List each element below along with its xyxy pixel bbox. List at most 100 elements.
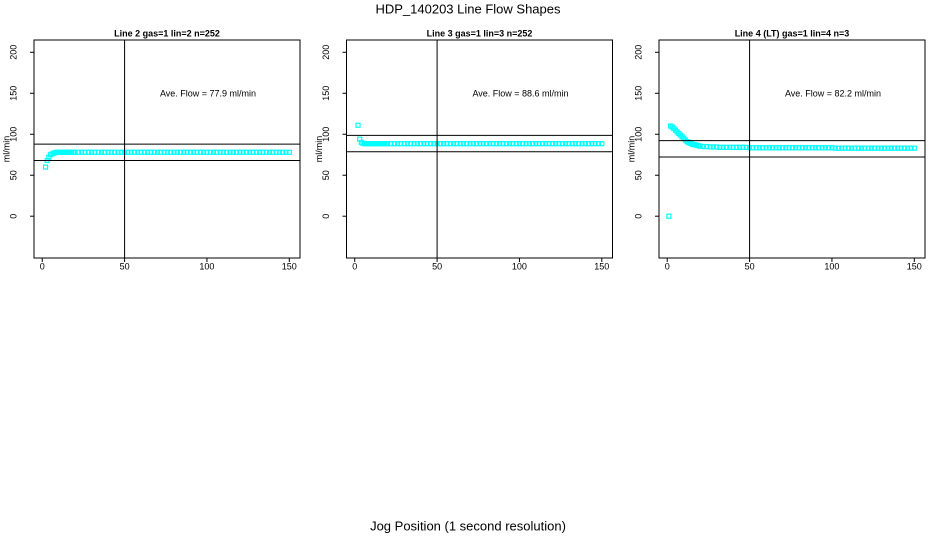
point bbox=[539, 141, 546, 147]
point bbox=[553, 141, 559, 147]
point bbox=[723, 144, 730, 150]
point bbox=[516, 141, 523, 147]
point bbox=[398, 141, 404, 147]
point bbox=[740, 144, 746, 150]
point bbox=[283, 149, 289, 155]
point bbox=[138, 149, 144, 155]
point bbox=[743, 144, 749, 150]
point bbox=[470, 141, 476, 147]
point bbox=[388, 141, 394, 147]
x-tick-label: 150 bbox=[282, 261, 297, 271]
point bbox=[273, 149, 279, 155]
point bbox=[533, 141, 539, 147]
point bbox=[763, 145, 769, 151]
point bbox=[135, 149, 141, 155]
point bbox=[793, 145, 799, 151]
point bbox=[888, 145, 894, 151]
point bbox=[839, 145, 845, 151]
point bbox=[816, 145, 822, 151]
point bbox=[710, 144, 716, 150]
point bbox=[727, 144, 733, 150]
point bbox=[154, 149, 161, 155]
point bbox=[783, 145, 789, 151]
point bbox=[796, 145, 802, 151]
point bbox=[148, 149, 154, 155]
point bbox=[444, 141, 450, 147]
y-axis-label: ml/min bbox=[626, 136, 636, 163]
point bbox=[901, 145, 908, 151]
point bbox=[852, 145, 858, 151]
point bbox=[786, 145, 792, 151]
point bbox=[802, 145, 809, 151]
point bbox=[569, 141, 575, 147]
point bbox=[822, 145, 828, 151]
point bbox=[503, 141, 509, 147]
point bbox=[427, 141, 434, 147]
point bbox=[177, 149, 184, 155]
point bbox=[437, 141, 443, 147]
point bbox=[424, 141, 430, 147]
point bbox=[506, 141, 513, 147]
point bbox=[105, 149, 111, 155]
point bbox=[733, 144, 740, 150]
point bbox=[286, 149, 292, 155]
point bbox=[184, 149, 190, 155]
point bbox=[431, 141, 437, 147]
point bbox=[194, 149, 200, 155]
point bbox=[878, 145, 884, 151]
x-tick-label: 100 bbox=[824, 261, 839, 271]
point bbox=[263, 149, 269, 155]
y-tick-label: 100 bbox=[8, 127, 18, 142]
point bbox=[214, 149, 220, 155]
point bbox=[842, 145, 848, 151]
point bbox=[42, 164, 49, 170]
point bbox=[474, 141, 480, 147]
point bbox=[523, 141, 529, 147]
point bbox=[115, 149, 121, 155]
plot-frame bbox=[346, 39, 613, 259]
point bbox=[204, 149, 210, 155]
point bbox=[421, 141, 427, 147]
point bbox=[247, 149, 253, 155]
point bbox=[720, 144, 726, 150]
point bbox=[776, 145, 782, 151]
point bbox=[270, 149, 276, 155]
point bbox=[586, 141, 592, 147]
point bbox=[582, 141, 588, 147]
point bbox=[845, 145, 852, 151]
point bbox=[849, 145, 855, 151]
point bbox=[530, 141, 536, 147]
point bbox=[145, 149, 151, 155]
point bbox=[237, 149, 243, 155]
point bbox=[394, 141, 401, 147]
point bbox=[526, 141, 532, 147]
point bbox=[513, 141, 519, 147]
point bbox=[559, 141, 565, 147]
point bbox=[730, 144, 736, 150]
point bbox=[483, 141, 490, 147]
point bbox=[240, 149, 246, 155]
point bbox=[418, 141, 424, 147]
x-tick-label: 150 bbox=[594, 261, 609, 271]
point bbox=[102, 149, 108, 155]
point bbox=[118, 149, 124, 155]
point bbox=[454, 141, 460, 147]
point bbox=[224, 149, 230, 155]
point bbox=[460, 141, 467, 147]
point bbox=[72, 149, 78, 155]
point bbox=[158, 149, 164, 155]
x-tick-label: 50 bbox=[120, 261, 130, 271]
point bbox=[92, 149, 98, 155]
point bbox=[862, 145, 868, 151]
point bbox=[441, 141, 447, 147]
point bbox=[905, 145, 911, 151]
point bbox=[181, 149, 187, 155]
point bbox=[227, 149, 233, 155]
point bbox=[714, 144, 720, 150]
point bbox=[171, 149, 177, 155]
point bbox=[697, 143, 703, 149]
y-tick-label: 0 bbox=[633, 214, 643, 219]
point bbox=[487, 141, 493, 147]
x-tick-label: 0 bbox=[40, 261, 45, 271]
